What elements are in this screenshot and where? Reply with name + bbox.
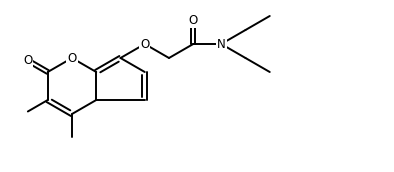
Text: O: O <box>23 54 32 67</box>
Text: N: N <box>217 37 226 51</box>
Text: O: O <box>140 37 149 51</box>
Text: O: O <box>189 14 198 27</box>
Text: O: O <box>67 51 76 64</box>
